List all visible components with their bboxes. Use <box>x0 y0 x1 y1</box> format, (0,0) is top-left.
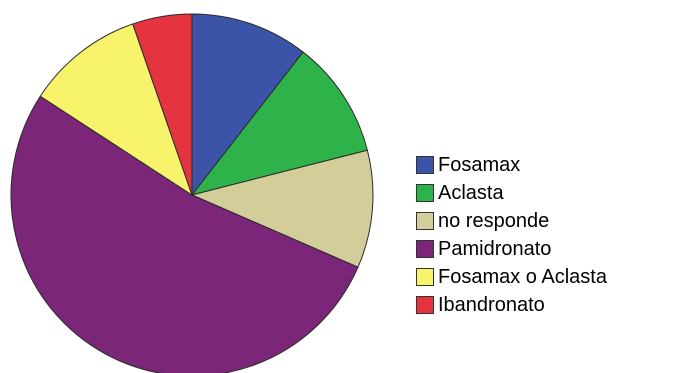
legend-label-fosamax: Fosamax <box>438 154 521 176</box>
legend-item-pamidronato: Pamidronato <box>416 235 607 263</box>
pie-slice-fosamax-o-aclasta <box>39 23 193 196</box>
pie-slice-ibandronato <box>132 13 193 196</box>
legend-label-fosamax-o-aclasta: Fosamax o Aclasta <box>438 266 607 288</box>
pie-slices <box>10 13 374 373</box>
legend-swatch-ibandronato <box>416 296 434 314</box>
legend-label-ibandronato: Ibandronato <box>438 294 545 316</box>
legend-swatch-aclasta <box>416 184 434 202</box>
legend-item-aclasta: Aclasta <box>416 179 607 207</box>
legend-swatch-pamidronato <box>416 240 434 258</box>
legend-item-fosamax: Fosamax <box>416 151 607 179</box>
legend-label-no-responde: no responde <box>438 210 550 232</box>
pie-slice-fosamax <box>191 13 304 196</box>
chart-legend: Fosamax Aclasta no responde Pamidronato … <box>416 151 607 319</box>
legend-swatch-no-responde <box>416 212 434 230</box>
legend-label-aclasta: Aclasta <box>438 182 504 204</box>
legend-swatch-fosamax-o-aclasta <box>416 268 434 286</box>
legend-item-fosamax-o-aclasta: Fosamax o Aclasta <box>416 263 607 291</box>
pie-slice-no-responde <box>191 149 374 268</box>
pie-slice-pamidronato <box>10 95 359 373</box>
legend-item-ibandronato: Ibandronato <box>416 291 607 319</box>
legend-item-no-responde: no responde <box>416 207 607 235</box>
pie-slice-aclasta <box>191 51 368 196</box>
legend-label-pamidronato: Pamidronato <box>438 238 552 260</box>
legend-swatch-fosamax <box>416 156 434 174</box>
